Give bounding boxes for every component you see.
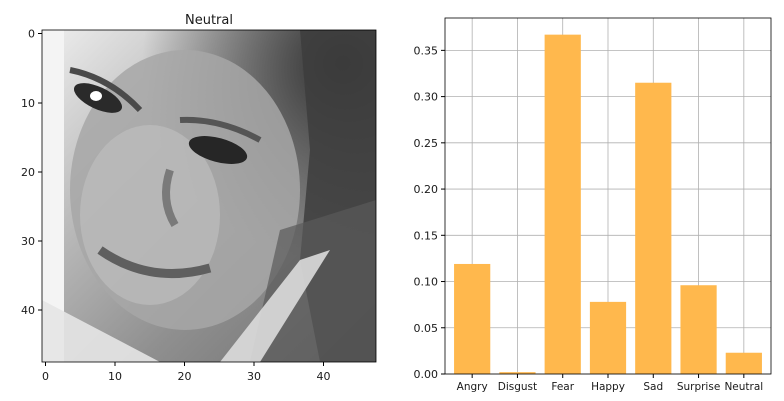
y-axis: 0.00 0.05 0.10 0.15 0.20 0.25 0.30 0.35 xyxy=(414,44,445,381)
image-x-axis: 0 10 20 30 40 xyxy=(42,362,331,383)
y-tick-label: 0.20 xyxy=(414,183,439,196)
x-tick-label: Surprise xyxy=(677,381,720,393)
image-y-tick: 10 xyxy=(21,97,35,110)
bar-fear xyxy=(544,34,581,374)
y-tick-label: 0.35 xyxy=(414,44,439,57)
bar-happy xyxy=(589,301,627,374)
bar-chart: 0.00 0.05 0.10 0.15 0.20 0.25 0.30 0.35 Angry Di… xyxy=(414,17,772,393)
face-image-panel: Neutral xyxy=(21,13,377,383)
x-tick-label: Sad xyxy=(643,381,663,393)
image-y-axis: 0 10 20 30 40 xyxy=(21,28,42,317)
bar-surprise xyxy=(680,285,717,374)
x-axis: Angry Disgust Fear Happy Sad Surprise Neutral xyxy=(457,374,763,393)
image-x-tick: 10 xyxy=(108,370,122,383)
image-y-tick: 20 xyxy=(21,166,35,179)
x-tick-label: Disgust xyxy=(498,381,537,393)
y-tick-label: 0.05 xyxy=(414,322,439,335)
x-tick-label: Fear xyxy=(551,381,574,393)
bars xyxy=(454,34,762,375)
image-x-tick: 0 xyxy=(42,370,49,383)
y-tick-label: 0.15 xyxy=(414,229,439,242)
x-tick-label: Angry xyxy=(457,381,488,393)
bar-sad xyxy=(635,82,672,375)
y-tick-label: 0.30 xyxy=(414,91,439,104)
image-y-tick: 40 xyxy=(21,304,35,317)
bar-neutral xyxy=(725,352,762,374)
image-y-tick: 30 xyxy=(21,235,35,248)
image-x-tick: 20 xyxy=(178,370,192,383)
y-tick-label: 0.25 xyxy=(414,137,439,150)
image-title: Neutral xyxy=(185,13,233,28)
bar-angry xyxy=(454,263,491,374)
image-x-tick: 40 xyxy=(317,370,331,383)
x-tick-label: Neutral xyxy=(724,381,763,393)
image-y-tick: 0 xyxy=(28,28,35,41)
face-image xyxy=(42,30,376,362)
y-tick-label: 0.10 xyxy=(414,276,439,289)
x-tick-label: Happy xyxy=(591,381,625,393)
y-tick-label: 0.00 xyxy=(414,368,439,381)
image-x-tick: 30 xyxy=(247,370,261,383)
bar-disgust xyxy=(499,372,536,374)
